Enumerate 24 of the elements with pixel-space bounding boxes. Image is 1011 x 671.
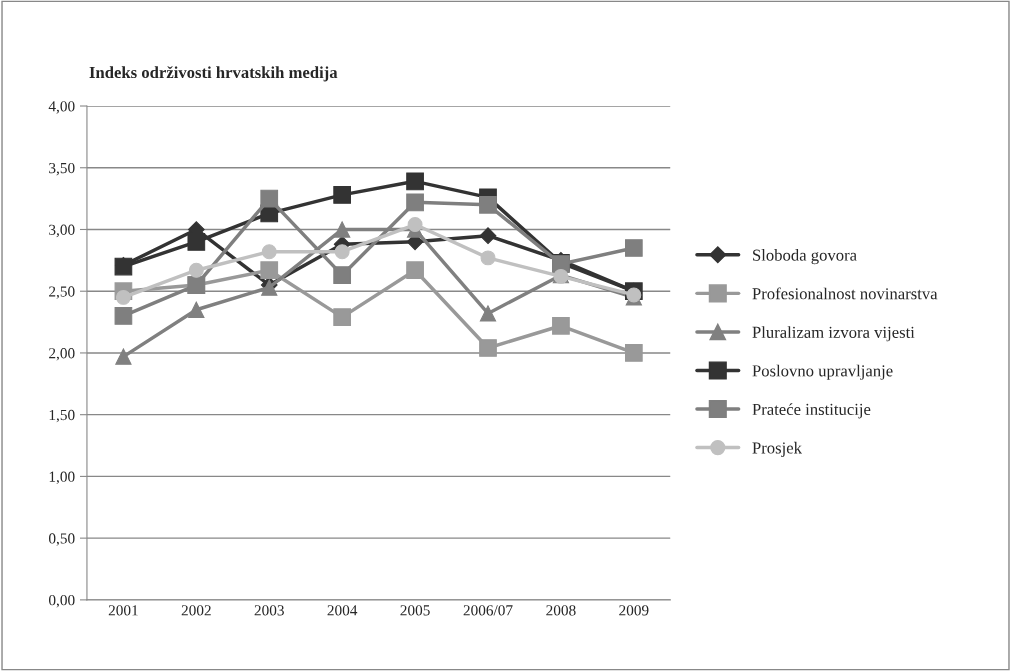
y-tick-label: 2,00 [49, 348, 75, 361]
x-tick-label: 2002 [181, 605, 211, 616]
chart-title: Indeks održivosti hrvatskih medija [89, 66, 338, 82]
y-tick-label: 4,00 [48, 101, 75, 114]
y-tick-label: 1,00 [49, 471, 75, 485]
x-tick-label: 2005 [400, 605, 430, 616]
y-tick-label: 1,50 [49, 409, 75, 423]
y-tick-label: 3,50 [49, 162, 75, 176]
y-tick-label: 2,50 [49, 286, 75, 299]
x-tick-label: 2004 [327, 605, 358, 616]
x-tick-label: 2003 [254, 605, 284, 616]
legend-label: Pluralizam izvora vijesti [752, 326, 915, 342]
y-tick-label: 0,00 [48, 595, 75, 608]
legend-label: Sloboda govora [753, 249, 857, 265]
y-tick-label: 0,50 [48, 533, 75, 546]
legend-label: Prateće institucije [752, 403, 871, 419]
x-tick-label: 2009 [619, 605, 649, 616]
y-tick-label: 3,00 [49, 224, 75, 238]
x-tick-label: 2001 [108, 605, 138, 616]
legend-label: Poslovno upravljanje [752, 364, 893, 380]
legend-label: Prosjek [752, 441, 802, 457]
x-tick-label: 2006/07 [463, 605, 513, 616]
x-tick-label: 2008 [546, 605, 576, 616]
legend-label: Profesionalnost novinarstva [752, 287, 938, 300]
